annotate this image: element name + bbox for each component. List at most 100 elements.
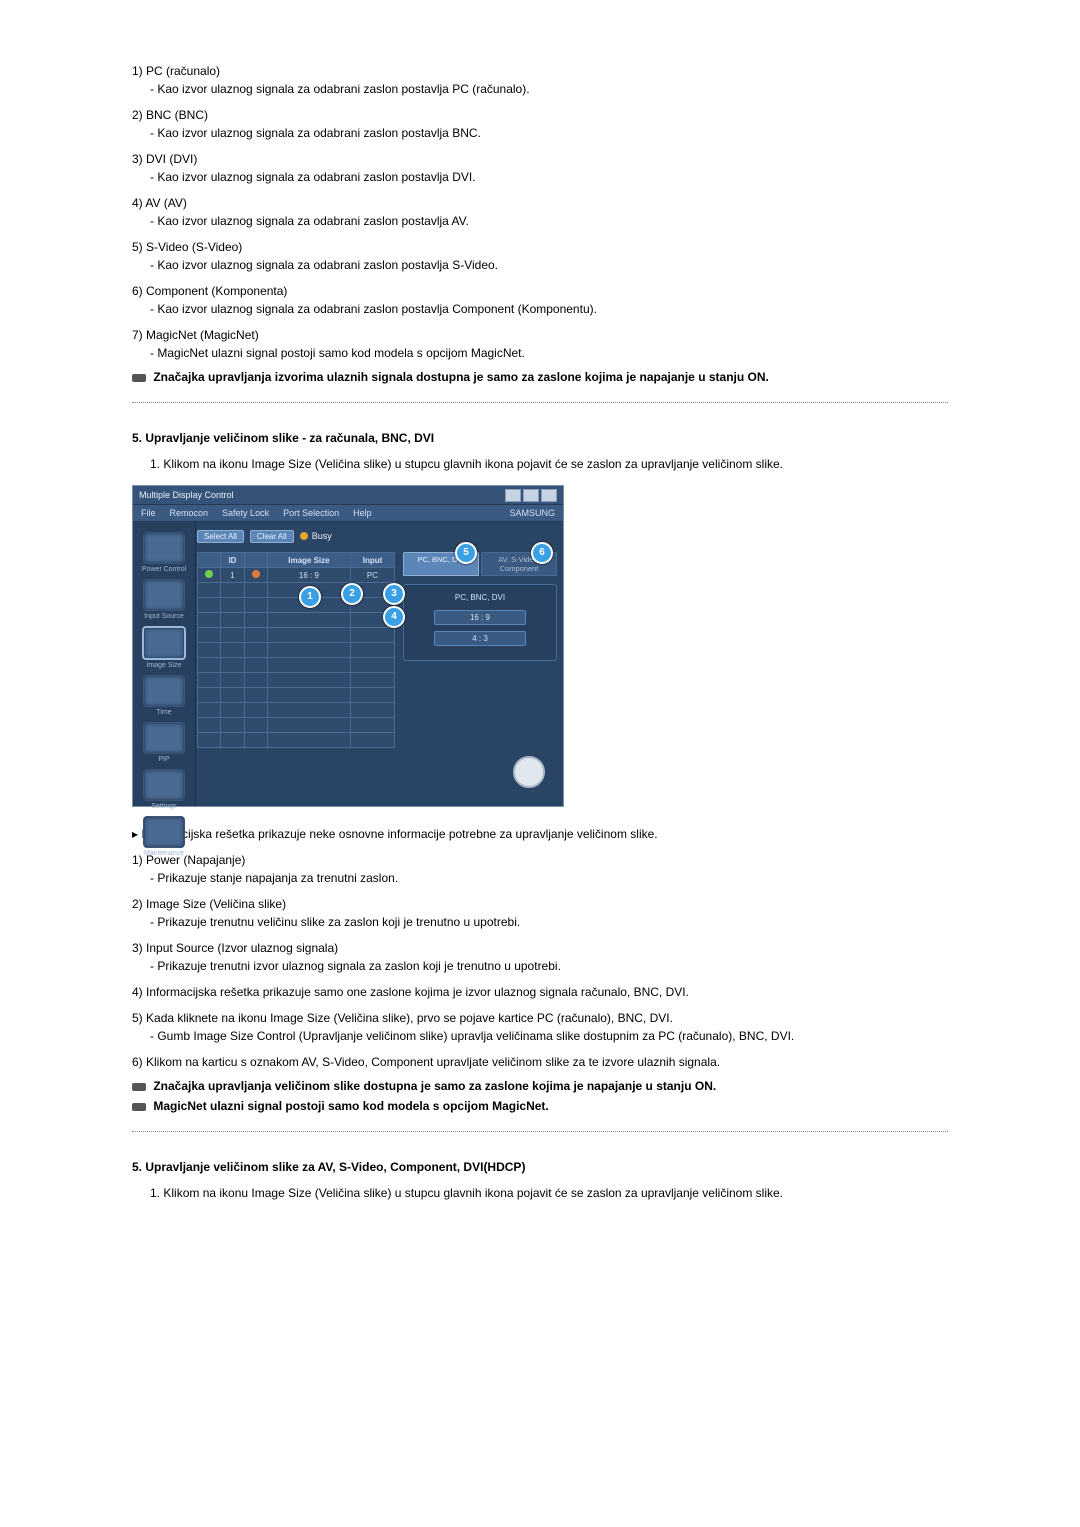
menu-item[interactable]: Remocon: [170, 508, 209, 518]
list-item: 1) PC (računalo)Kao izvor ulaznog signal…: [132, 62, 948, 98]
item-title: S-Video (S-Video): [146, 240, 242, 254]
item-desc: Kao izvor ulaznog signala za odabrani za…: [150, 212, 948, 230]
list-item: 5) Kada kliknete na ikonu Image Size (Ve…: [132, 1009, 948, 1045]
table-row: [198, 703, 395, 718]
sidebar-icon[interactable]: [143, 532, 185, 564]
column-header: [244, 553, 267, 568]
window-title: Multiple Display Control: [139, 490, 234, 500]
note-bullet-icon: [132, 374, 146, 382]
list-item: 6) Component (Komponenta) Kao izvor ulazn…: [132, 282, 948, 318]
section-a-intro: 1. Klikom na ikonu Image Size (Veličina …: [150, 455, 948, 473]
intro-num: 1.: [150, 1186, 160, 1200]
panel-label: PC, BNC, DVI: [412, 593, 548, 602]
info-grid-note: Informacijska rešetka prikazuje neke osn…: [132, 825, 948, 843]
table-row: [198, 583, 395, 598]
main-area: Select All Clear All Busy IDImage SizeIn…: [197, 526, 557, 800]
item-num: 4): [132, 985, 143, 999]
sidebar-icon[interactable]: [142, 626, 186, 660]
callout-2: 2: [341, 583, 363, 605]
table-row: 1 16 : 9 PC: [198, 568, 395, 583]
item-desc: Kao izvor ulaznog signala za odabrani za…: [150, 124, 948, 142]
item-title: Informacijska rešetka prikazuje samo one…: [146, 985, 689, 999]
busy-dot-icon: [300, 532, 308, 540]
app-screenshot: Multiple Display Control File Remocon Safe…: [132, 485, 564, 807]
divider: [132, 402, 948, 403]
window-buttons: [505, 489, 557, 502]
note-source-power: Značajka upravljanja izvorima ulaznih si…: [132, 370, 948, 384]
source-list: 1) PC (računalo)Kao izvor ulaznog signal…: [132, 62, 948, 362]
menu-item[interactable]: Port Selection: [283, 508, 339, 518]
item-title: MagicNet (MagicNet): [146, 328, 259, 342]
item-title: Image Size (Veličina slike): [146, 897, 286, 911]
sidebar-icon[interactable]: [143, 579, 185, 611]
note-bullet-icon: [132, 1083, 146, 1091]
sidebar-icon[interactable]: [143, 675, 185, 707]
menu-item[interactable]: Safety Lock: [222, 508, 269, 518]
list-item: 4) AV (AV) Kao izvor ulaznog signala za o…: [132, 194, 948, 230]
table-row: [198, 628, 395, 643]
item-num: 7): [132, 328, 143, 342]
menu-item[interactable]: Help: [353, 508, 372, 518]
table-row: [198, 613, 395, 628]
cell-image-size: 16 : 9: [267, 568, 350, 583]
item-num: 3): [132, 941, 143, 955]
column-header: Input: [350, 553, 394, 568]
power-checkbox: [205, 570, 213, 578]
note-image-size-power: Značajka upravljanja veličinom slike dos…: [132, 1079, 948, 1093]
image-size-list: 1) Power (Napajanje)Prikazuje stanje nap…: [132, 851, 948, 1071]
item-num: 5): [132, 240, 143, 254]
clear-all-button[interactable]: Clear All: [250, 530, 294, 543]
cell-id: 1: [221, 568, 244, 583]
item-desc: Gumb Image Size Control (Upravljanje vel…: [150, 1027, 948, 1045]
info-icon: [513, 756, 545, 788]
section-b-intro: 1. Klikom na ikonu Image Size (Veličina …: [150, 1184, 948, 1202]
option-4-3[interactable]: 4 : 3: [434, 631, 526, 646]
list-item: 3) Input Source (Izvor ulaznog signala)P…: [132, 939, 948, 975]
item-num: 6): [132, 284, 143, 298]
item-num: 4): [132, 196, 143, 210]
intro-num: 1.: [150, 457, 160, 471]
item-desc: Kao izvor ulaznog signala za odabrani za…: [150, 256, 948, 274]
sidebar-label: Image Size: [133, 662, 195, 669]
document-page: 1) PC (računalo)Kao izvor ulaznog signal…: [52, 0, 1028, 1274]
item-desc: Kao izvor ulaznog signala za odabrani za…: [150, 300, 948, 318]
right-pane: PC, BNC, DVI AV, S-Video, Component PC, …: [403, 552, 557, 768]
callout-5: 5: [455, 542, 477, 564]
brand-label: SAMSUNG: [509, 508, 555, 518]
note-text: MagicNet ulazni signal postoji samo kod …: [153, 1099, 548, 1113]
menu-item[interactable]: File: [141, 508, 156, 518]
list-item: 6) Klikom na karticu s oznakom AV, S-Vid…: [132, 1053, 948, 1071]
table-row: [198, 643, 395, 658]
item-desc: MagicNet ulazni signal postoji samo kod …: [150, 344, 948, 362]
list-item: 3) DVI (DVI)Kao izvor ulaznog signala za…: [132, 150, 948, 186]
select-all-button[interactable]: Select All: [197, 530, 244, 543]
table-row: [198, 598, 395, 613]
sidebar: Power ControlInput SourceImage SizeTimeP…: [133, 522, 196, 806]
list-item: 2) Image Size (Veličina slike)Prikazuje …: [132, 895, 948, 931]
window-titlebar: Multiple Display Control: [133, 486, 563, 505]
sidebar-icon[interactable]: [143, 769, 185, 801]
grid-wrapper: IDImage SizeInput 1 16 : 9 PC: [197, 552, 395, 768]
item-title: Component (Komponenta): [146, 284, 287, 298]
callout-3: 3: [383, 583, 405, 605]
image-size-panel: PC, BNC, DVI 16 : 9 4 : 3: [403, 584, 557, 661]
note-text: Značajka upravljanja izvorima ulaznih si…: [153, 370, 769, 384]
cell-input: PC: [350, 568, 394, 583]
toolbar: Select All Clear All Busy: [197, 526, 557, 546]
sidebar-label: Maintenance: [133, 850, 195, 857]
item-num: 6): [132, 1055, 143, 1069]
list-item: 5) S-Video (S-Video) Kao izvor ulaznog si…: [132, 238, 948, 274]
item-title: DVI (DVI): [146, 152, 197, 166]
item-title: PC (računalo): [146, 64, 220, 78]
item-num: 3): [132, 152, 143, 166]
sidebar-label: PIP: [133, 756, 195, 763]
sidebar-icon[interactable]: [143, 816, 185, 848]
sidebar-icon[interactable]: [143, 722, 185, 754]
item-num: 2): [132, 897, 143, 911]
item-title: AV (AV): [145, 196, 187, 210]
item-num: 2): [132, 108, 143, 122]
column-header: Image Size: [267, 553, 350, 568]
table-row: [198, 688, 395, 703]
option-16-9[interactable]: 16 : 9: [434, 610, 526, 625]
intro-text: Klikom na ikonu Image Size (Veličina sli…: [163, 1186, 783, 1200]
